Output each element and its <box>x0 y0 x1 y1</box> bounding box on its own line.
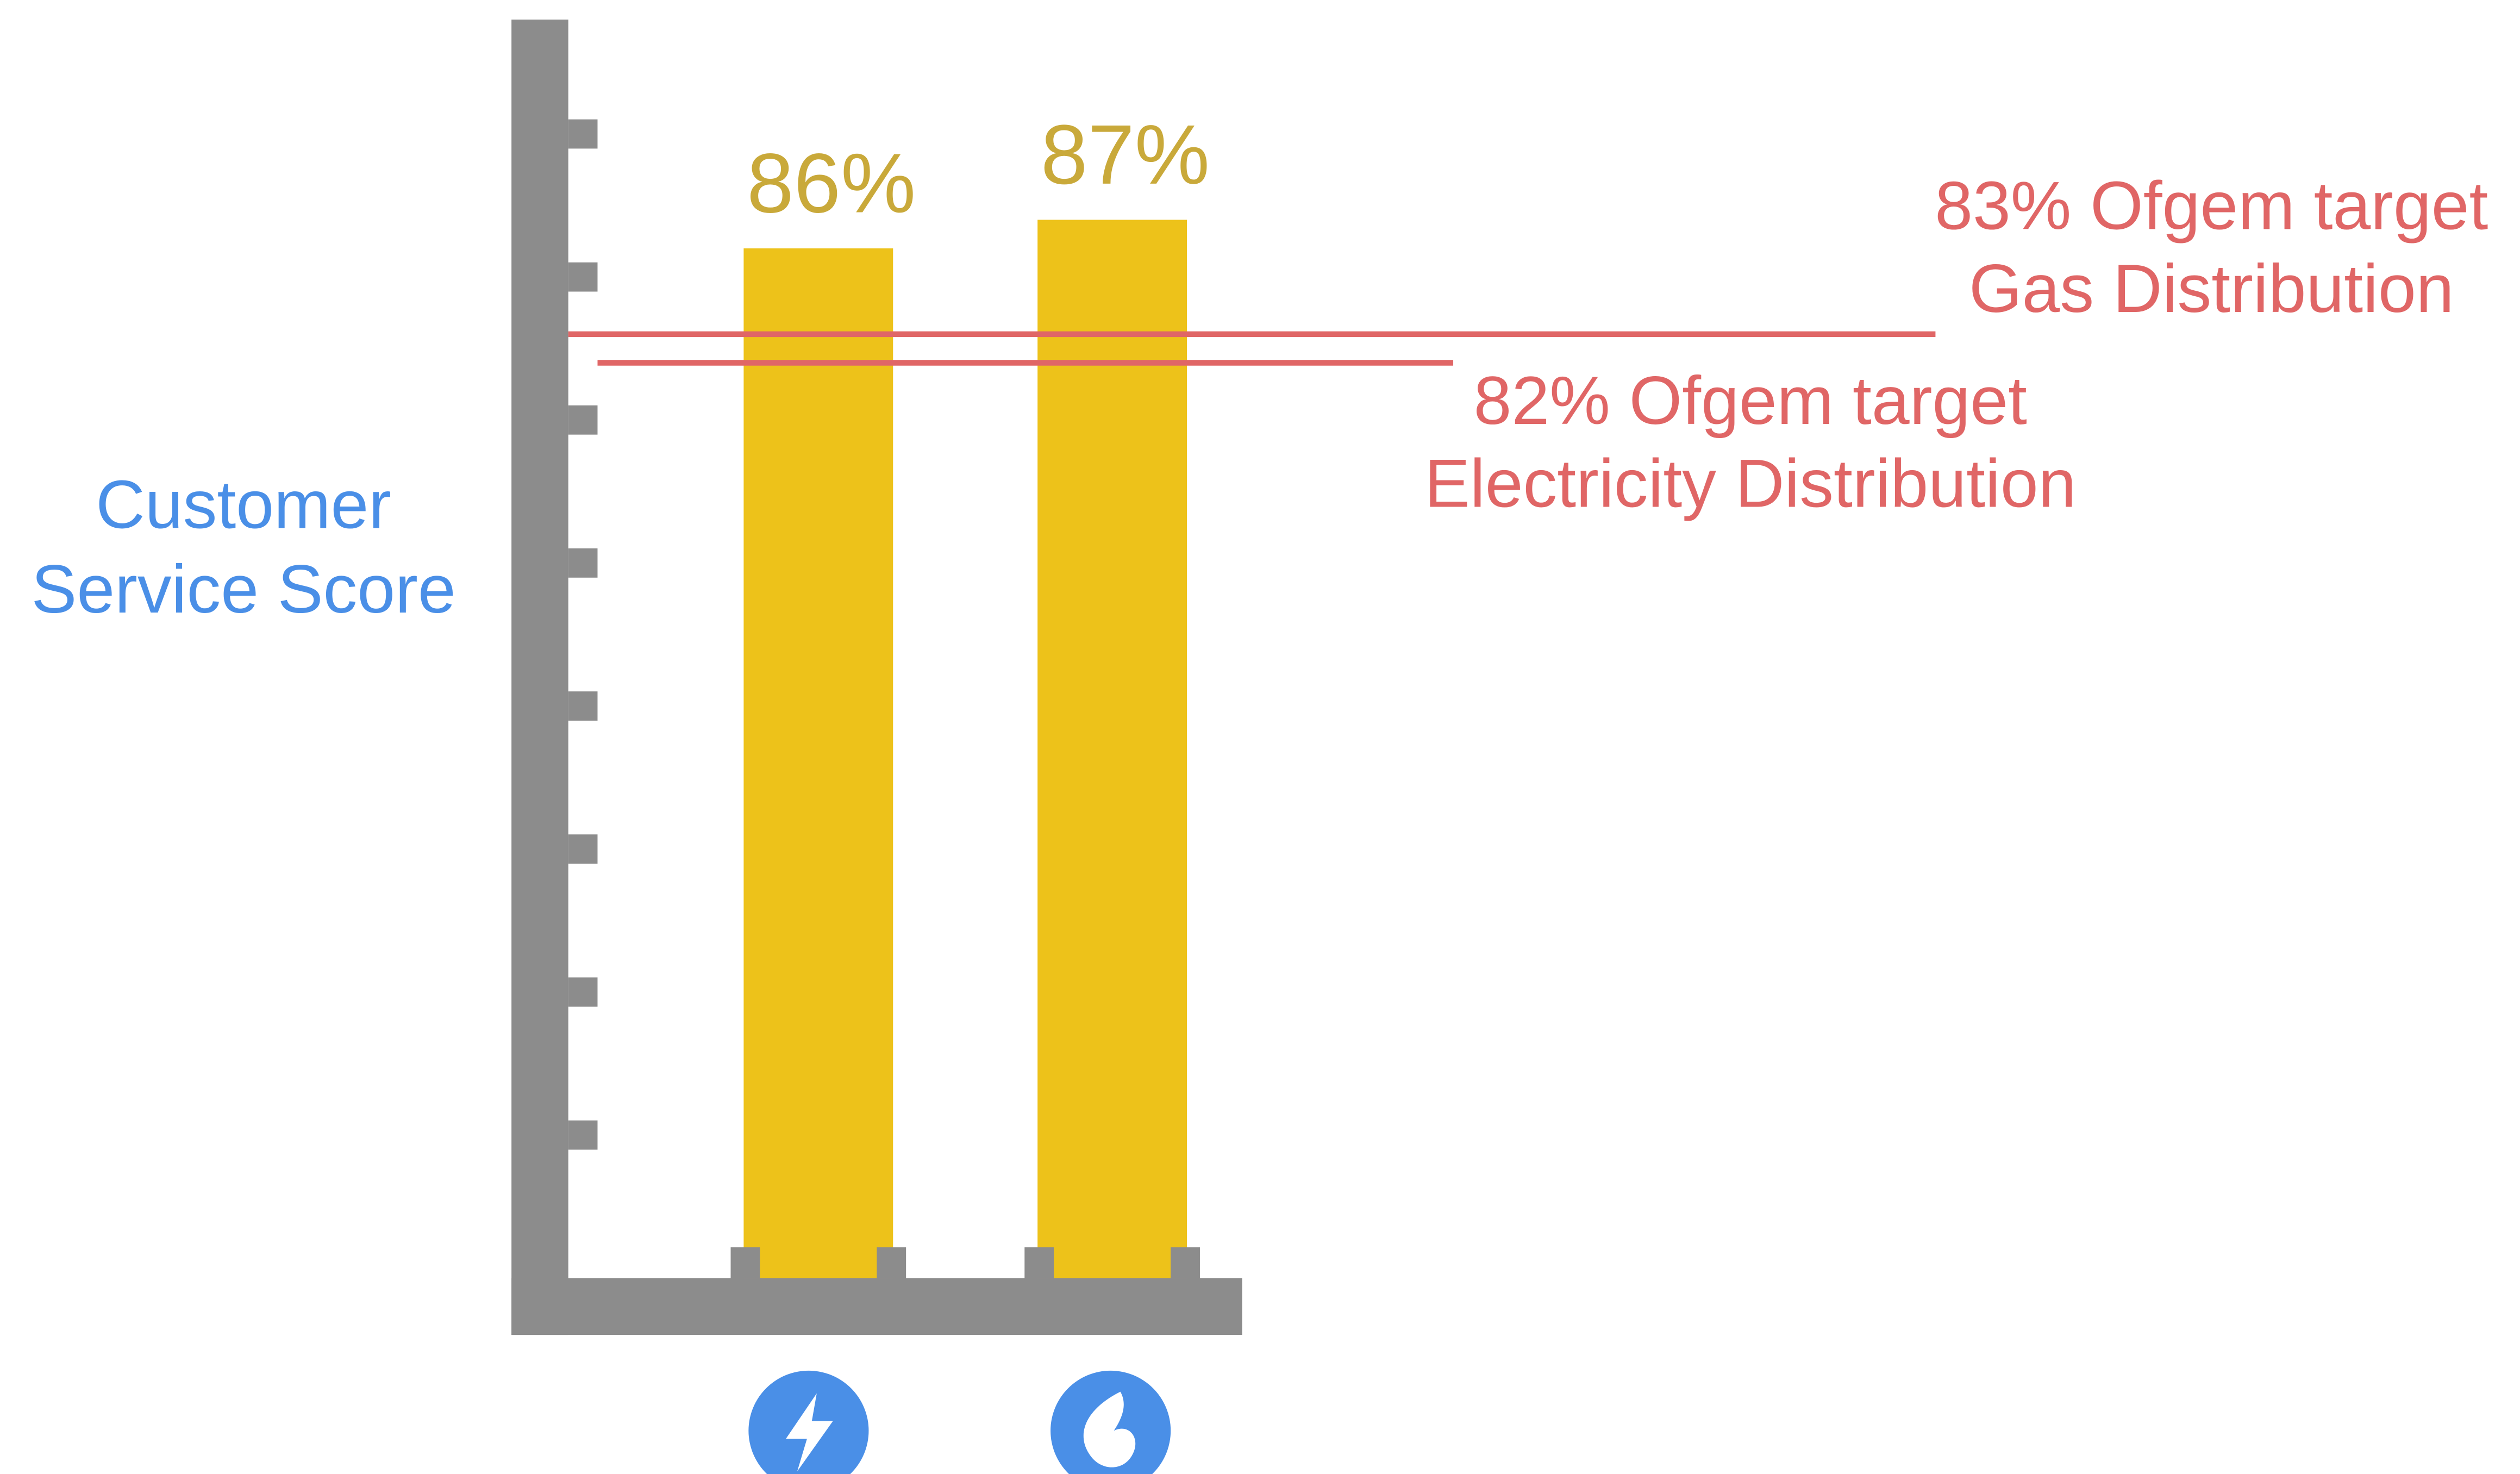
y-tick-mark <box>568 262 598 292</box>
reference-label: 82% Ofgem target <box>1474 362 2027 439</box>
reference-label: Gas Distribution <box>1969 250 2454 327</box>
value-label: 87% <box>1041 107 1210 202</box>
y-axis <box>511 20 568 1335</box>
bar <box>1037 220 1187 1278</box>
y-tick-mark <box>568 405 598 435</box>
x-axis <box>511 1278 1242 1335</box>
y-tick-mark <box>568 834 598 864</box>
y-axis-label: Service Score <box>32 551 456 627</box>
y-tick-mark <box>568 977 598 1007</box>
y-tick-mark <box>568 548 598 578</box>
base-stub <box>1171 1247 1200 1278</box>
electricity-icon <box>748 1370 869 1474</box>
reference-label: 83% Ofgem target <box>1935 167 2488 244</box>
reference-label: Electricity Distribution <box>1424 445 2076 522</box>
y-tick-mark <box>568 1120 598 1150</box>
gas-icon <box>1050 1370 1171 1474</box>
base-stub <box>730 1247 760 1278</box>
y-axis-label: Customer <box>96 466 391 542</box>
value-label: 86% <box>747 135 916 230</box>
y-tick-mark <box>568 691 598 721</box>
bar <box>743 248 893 1278</box>
base-stub <box>877 1247 906 1278</box>
y-tick-mark <box>568 119 598 149</box>
base-stub <box>1024 1247 1054 1278</box>
